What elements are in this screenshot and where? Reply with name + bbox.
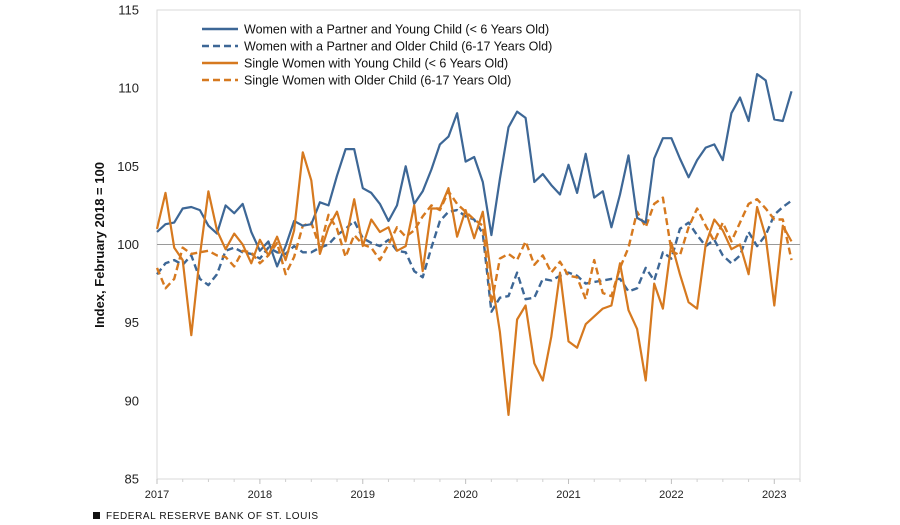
y-tick-label: 90 [125, 393, 139, 408]
series-line-4 [155, 190, 793, 306]
x-tick-label: 2023 [762, 489, 786, 501]
legend-label-2: Women with a Partner and Older Child (6-… [244, 40, 552, 54]
y-tick-label: 100 [117, 237, 139, 252]
series-line-2 [156, 199, 793, 313]
x-tick-label: 2017 [145, 489, 169, 501]
series-layer [155, 72, 793, 416]
source-square-icon [93, 512, 100, 519]
x-tick-label: 2018 [248, 489, 272, 501]
y-tick-label: 110 [118, 81, 139, 96]
series-line-3 [155, 151, 793, 416]
y-tick-label: 95 [125, 315, 139, 330]
y-axis-title: Index, February 2018 = 100 [92, 162, 107, 328]
y-tick-label: 105 [117, 159, 139, 174]
x-tick-label: 2021 [556, 489, 580, 501]
x-axis: 2017 2018 2019 2020 2021 2022 2023 [145, 479, 801, 501]
legend-label-1: Women with a Partner and Young Child (< … [244, 23, 549, 37]
x-tick-label: 2020 [453, 489, 477, 501]
y-axis: 85 90 95 100 105 110 115 [117, 3, 139, 487]
x-tick-label: 2022 [659, 489, 683, 501]
legend: Women with a Partner and Young Child (< … [202, 23, 552, 88]
legend-label-3: Single Women with Young Child (< 6 Years… [244, 57, 508, 71]
legend-label-4: Single Women with Older Child (6-17 Year… [244, 74, 511, 88]
y-tick-label: 115 [118, 3, 139, 18]
series-line-1 [156, 72, 793, 268]
source-footer: FEDERAL RESERVE BANK OF ST. LOUIS [93, 511, 319, 522]
source-text: FEDERAL RESERVE BANK OF ST. LOUIS [106, 511, 319, 522]
y-tick-label: 85 [125, 472, 139, 487]
x-tick-label: 2019 [351, 489, 375, 501]
